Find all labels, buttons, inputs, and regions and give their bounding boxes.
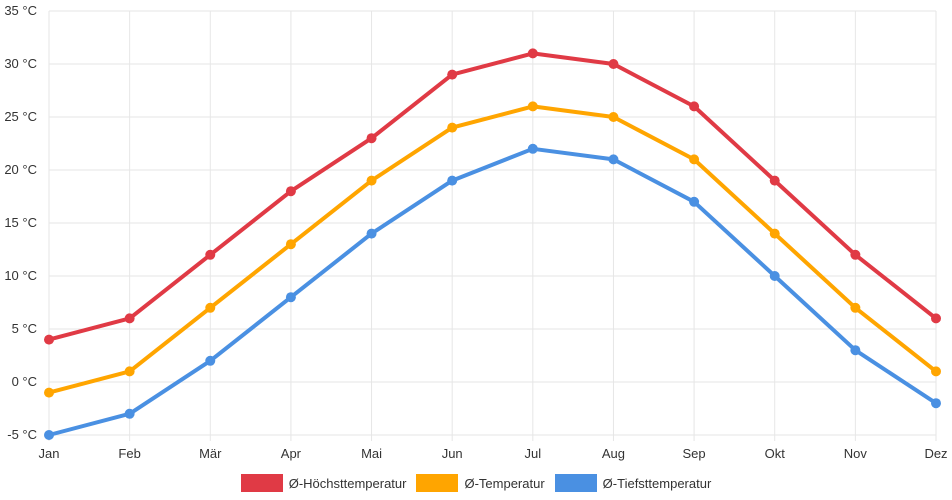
x-tick-label: Jun xyxy=(442,446,463,461)
data-point[interactable] xyxy=(608,112,619,122)
y-axis: 35 °C 30 °C 25 °C 20 °C 15 °C 10 °C 5 °C 0 °C -5… xyxy=(4,3,37,442)
data-point[interactable] xyxy=(527,143,538,154)
data-point[interactable] xyxy=(689,101,700,112)
y-tick-label: 35 °C xyxy=(4,3,37,18)
data-point[interactable] xyxy=(44,387,54,398)
x-tick-label: Mär xyxy=(199,446,222,461)
data-point[interactable] xyxy=(285,239,296,250)
series-1 xyxy=(44,101,941,398)
legend-item[interactable]: Ø-Tiefsttemperatur xyxy=(554,474,712,492)
data-point[interactable] xyxy=(931,366,941,377)
series-line xyxy=(47,104,938,395)
data-point[interactable] xyxy=(931,313,941,324)
x-tick-label: Aug xyxy=(602,446,625,461)
series-group xyxy=(44,48,941,440)
data-point[interactable] xyxy=(124,366,135,377)
x-tick-label: Sep xyxy=(683,446,706,461)
legend: Ø-Höchsttemperatur Ø-Temperatur Ø-Tiefstte… xyxy=(0,472,952,494)
data-point[interactable] xyxy=(608,59,619,69)
data-point[interactable] xyxy=(44,430,54,440)
x-tick-label: Jul xyxy=(525,446,542,461)
data-point[interactable] xyxy=(608,154,619,165)
data-point[interactable] xyxy=(689,196,700,207)
data-point[interactable] xyxy=(366,175,377,186)
data-point[interactable] xyxy=(366,133,377,144)
legend-label: Ø-Temperatur xyxy=(464,475,545,491)
data-point[interactable] xyxy=(769,271,780,281)
x-tick-label: Okt xyxy=(765,446,786,461)
y-tick-label: 0 °C xyxy=(12,374,37,389)
data-point[interactable] xyxy=(850,345,861,356)
x-tick-label: Apr xyxy=(281,446,302,461)
data-point[interactable] xyxy=(447,69,458,80)
data-point[interactable] xyxy=(124,313,135,324)
data-point[interactable] xyxy=(850,249,861,260)
data-point[interactable] xyxy=(527,101,538,112)
data-point[interactable] xyxy=(205,355,216,366)
x-tick-label: Mai xyxy=(361,446,382,461)
y-tick-label: 30 °C xyxy=(4,56,37,71)
legend-swatch xyxy=(416,474,459,492)
y-tick-label: 20 °C xyxy=(4,162,37,177)
data-point[interactable] xyxy=(366,228,377,239)
data-point[interactable] xyxy=(285,292,296,303)
temperature-line-chart: 35 °C 30 °C 25 °C 20 °C 15 °C 10 °C 5 °C 0 °C -5… xyxy=(4,3,948,461)
x-tick-label: Dez xyxy=(924,446,947,461)
data-point[interactable] xyxy=(850,302,861,313)
grid-lines xyxy=(48,10,937,441)
series-line xyxy=(47,146,938,437)
data-point[interactable] xyxy=(285,186,296,197)
x-tick-label: Jan xyxy=(39,446,60,461)
legend-label: Ø-Tiefsttemperatur xyxy=(602,475,712,491)
legend-item[interactable]: Ø-Temperatur xyxy=(416,474,545,492)
y-tick-label: 25 °C xyxy=(4,109,37,124)
data-point[interactable] xyxy=(124,408,135,419)
y-tick-label: 15 °C xyxy=(4,215,37,230)
series-2 xyxy=(44,143,941,440)
x-axis: Jan Feb Mär Apr Mai Jun Jul Aug Sep Okt Nov Dez xyxy=(39,446,948,461)
data-point[interactable] xyxy=(447,122,458,133)
legend-swatch xyxy=(554,474,597,492)
data-point[interactable] xyxy=(44,334,54,345)
x-tick-label: Nov xyxy=(844,446,868,461)
y-tick-label: -5 °C xyxy=(7,427,37,442)
legend-swatch xyxy=(240,474,283,492)
y-tick-label: 5 °C xyxy=(12,321,37,336)
data-point[interactable] xyxy=(205,302,216,313)
data-point[interactable] xyxy=(689,154,700,165)
data-point[interactable] xyxy=(447,175,458,186)
data-point[interactable] xyxy=(205,249,216,260)
x-tick-label: Feb xyxy=(118,446,140,461)
series-0 xyxy=(44,48,941,345)
data-point[interactable] xyxy=(931,398,941,409)
data-point[interactable] xyxy=(527,48,538,59)
legend-item[interactable]: Ø-Höchsttemperatur xyxy=(240,474,407,492)
data-point[interactable] xyxy=(769,228,780,239)
y-tick-label: 10 °C xyxy=(4,268,37,283)
series-line xyxy=(47,51,938,342)
data-point[interactable] xyxy=(769,175,780,186)
legend-label: Ø-Höchsttemperatur xyxy=(288,475,407,491)
